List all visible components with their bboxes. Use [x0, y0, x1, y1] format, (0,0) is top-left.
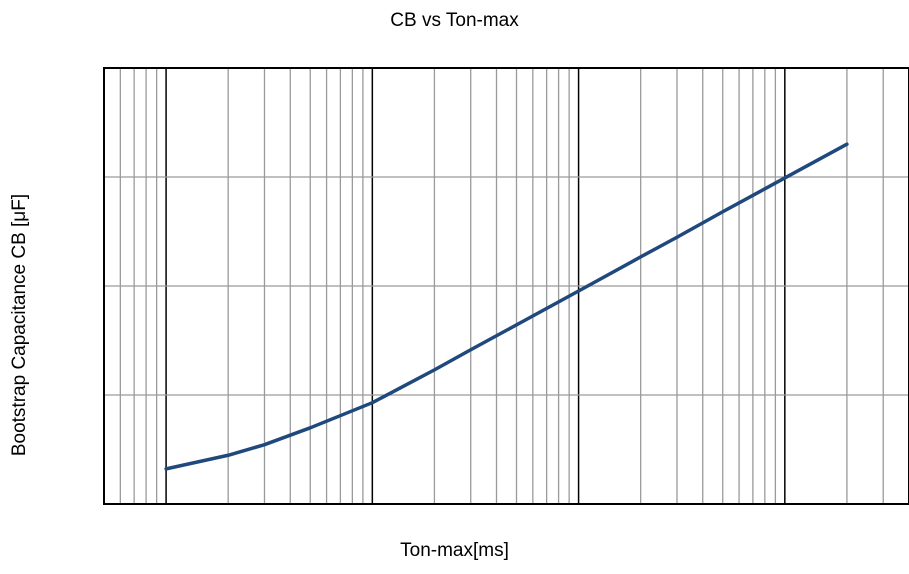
- series-line-0: [164, 142, 849, 471]
- plot-frame: [103, 67, 909, 505]
- grid-lines: [104, 68, 909, 504]
- series-layer: [164, 142, 849, 471]
- x-axis-label: Ton-max[ms]: [400, 540, 509, 561]
- chart-title: CB vs Ton-max: [390, 10, 519, 31]
- y-axis-label: Bootstrap Capacitance CB [μF]: [9, 193, 30, 457]
